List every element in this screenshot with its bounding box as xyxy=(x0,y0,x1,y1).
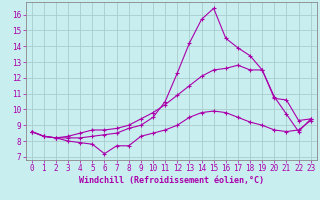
X-axis label: Windchill (Refroidissement éolien,°C): Windchill (Refroidissement éolien,°C) xyxy=(79,176,264,185)
